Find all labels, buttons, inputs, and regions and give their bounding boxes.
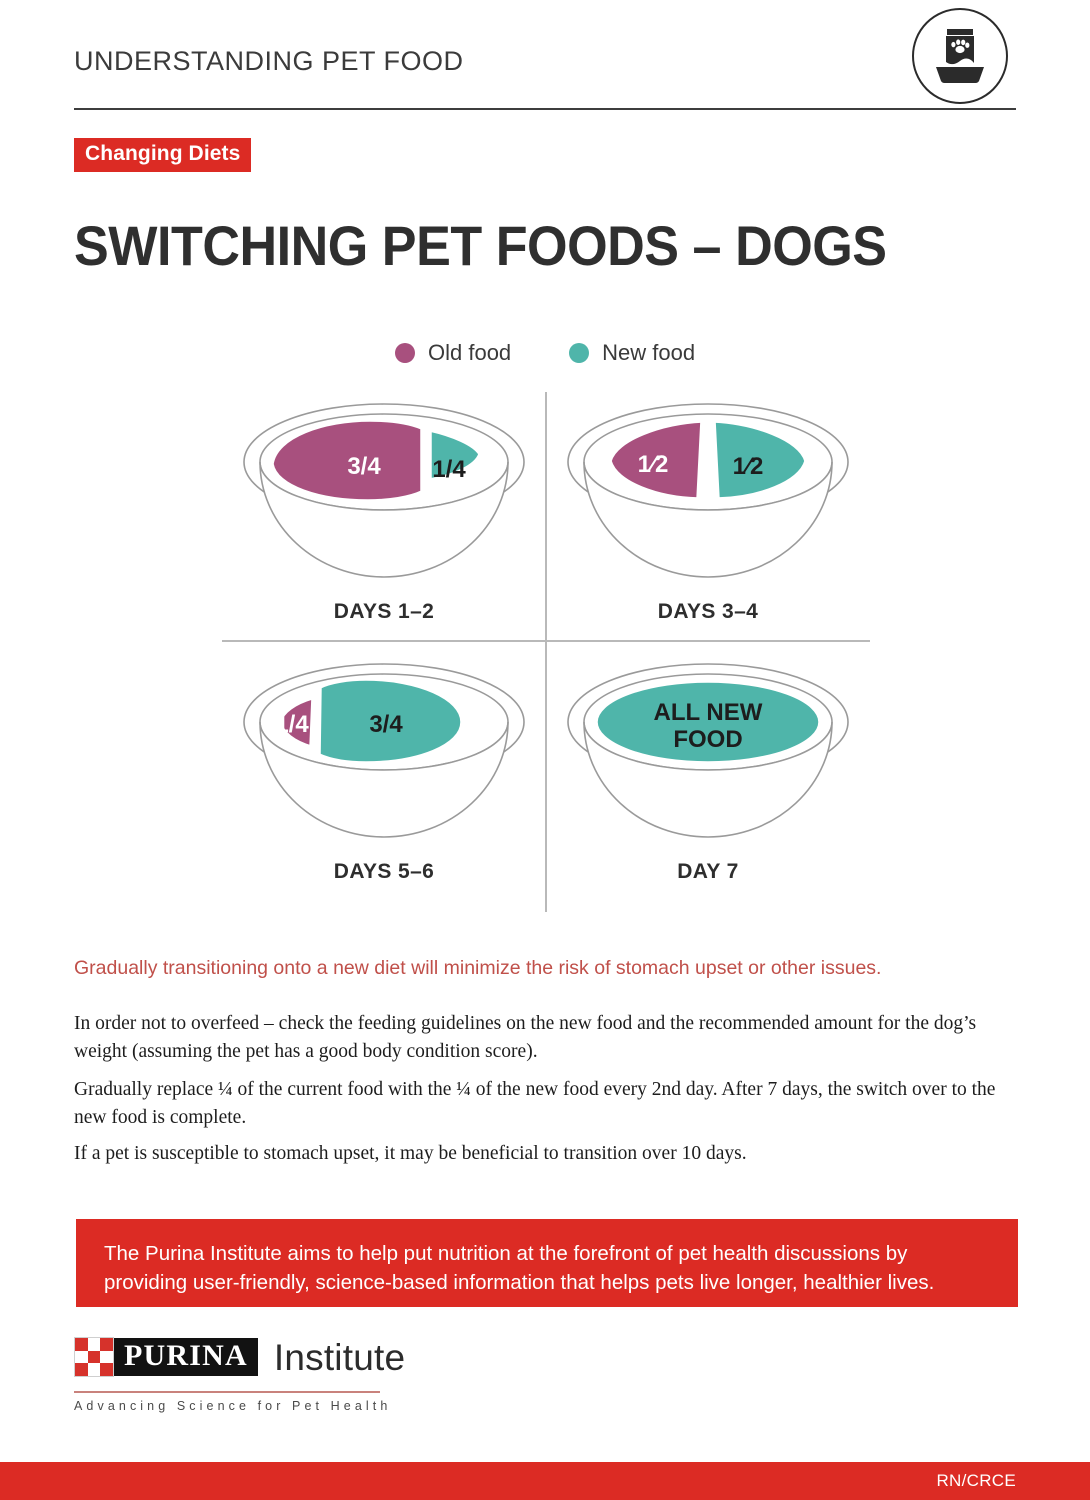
footer-code: RN/CRCE — [936, 1471, 1016, 1490]
grid-vertical-divider — [545, 392, 547, 912]
legend-item-old-food: Old food — [395, 340, 511, 366]
bowl-grid: 3/4 1/4 DAYS 1–2 1⁄2 1⁄2 DAYS 3–4 — [222, 392, 870, 912]
grid-horizontal-divider — [222, 640, 870, 642]
pet-food-bag-bowl-icon — [912, 8, 1008, 104]
page-footer: RN/CRCE — [0, 1462, 1090, 1500]
legend-dot-icon — [395, 343, 415, 363]
lead-paragraph: Gradually transitioning onto a new diet … — [74, 957, 882, 979]
legend: Old food New food — [395, 340, 695, 366]
legend-item-new-food: New food — [569, 340, 695, 366]
panel-period-label: DAY 7 — [677, 860, 739, 883]
institute-wordmark: Institute — [273, 1336, 406, 1378]
section-tag: Changing Diets — [74, 138, 252, 172]
logo-lockup: PURINA Institute — [74, 1337, 405, 1377]
panel-period-label: DAYS 3–4 — [657, 600, 759, 623]
legend-label-new-food: New food — [602, 340, 696, 365]
bowl-illustration: 1⁄2 1⁄2 — [558, 394, 858, 594]
callout-box: The Purina Institute aims to help put nu… — [76, 1219, 1018, 1307]
bowl-panel-day-7: ALL NEW FOOD DAY 7 — [546, 652, 870, 912]
body-paragraph-2: Gradually replace ¼ of the current food … — [74, 1079, 996, 1128]
eyebrow-title: UNDERSTANDING PET FOOD — [74, 46, 464, 76]
body-paragraph-1: In order not to overfeed – check the fee… — [74, 1013, 977, 1062]
bowl-illustration: ALL NEW FOOD — [558, 654, 858, 854]
purina-wordmark: PURINA — [114, 1338, 258, 1376]
checkerboard-icon — [74, 1337, 114, 1377]
bowl-illustration: 3/4 1/4 — [234, 394, 534, 594]
bowl-panel-days-1-2: 3/4 1/4 DAYS 1–2 — [222, 392, 546, 652]
header-divider — [74, 108, 1016, 110]
body-paragraph-3: If a pet is susceptible to stomach upset… — [74, 1143, 747, 1164]
page-title: SWITCHING PET FOODS – DOGS — [74, 214, 887, 277]
bowl-panel-days-3-4: 1⁄2 1⁄2 DAYS 3–4 — [546, 392, 870, 652]
bowl-panel-days-5-6: 1/4 3/4 DAYS 5–6 — [222, 652, 546, 912]
purina-institute-logo: PURINA Institute Advancing Science for P… — [74, 1337, 494, 1415]
bowl-illustration: 1/4 3/4 — [234, 654, 534, 854]
legend-dot-icon — [569, 343, 590, 363]
logo-rule — [74, 1391, 380, 1393]
legend-label-old-food: Old food — [428, 340, 512, 365]
panel-period-label: DAYS 5–6 — [333, 860, 435, 883]
logo-tagline: Advancing Science for Pet Health — [74, 1399, 392, 1413]
page-header: UNDERSTANDING PET FOOD — [74, 26, 1016, 96]
panel-period-label: DAYS 1–2 — [333, 600, 435, 623]
